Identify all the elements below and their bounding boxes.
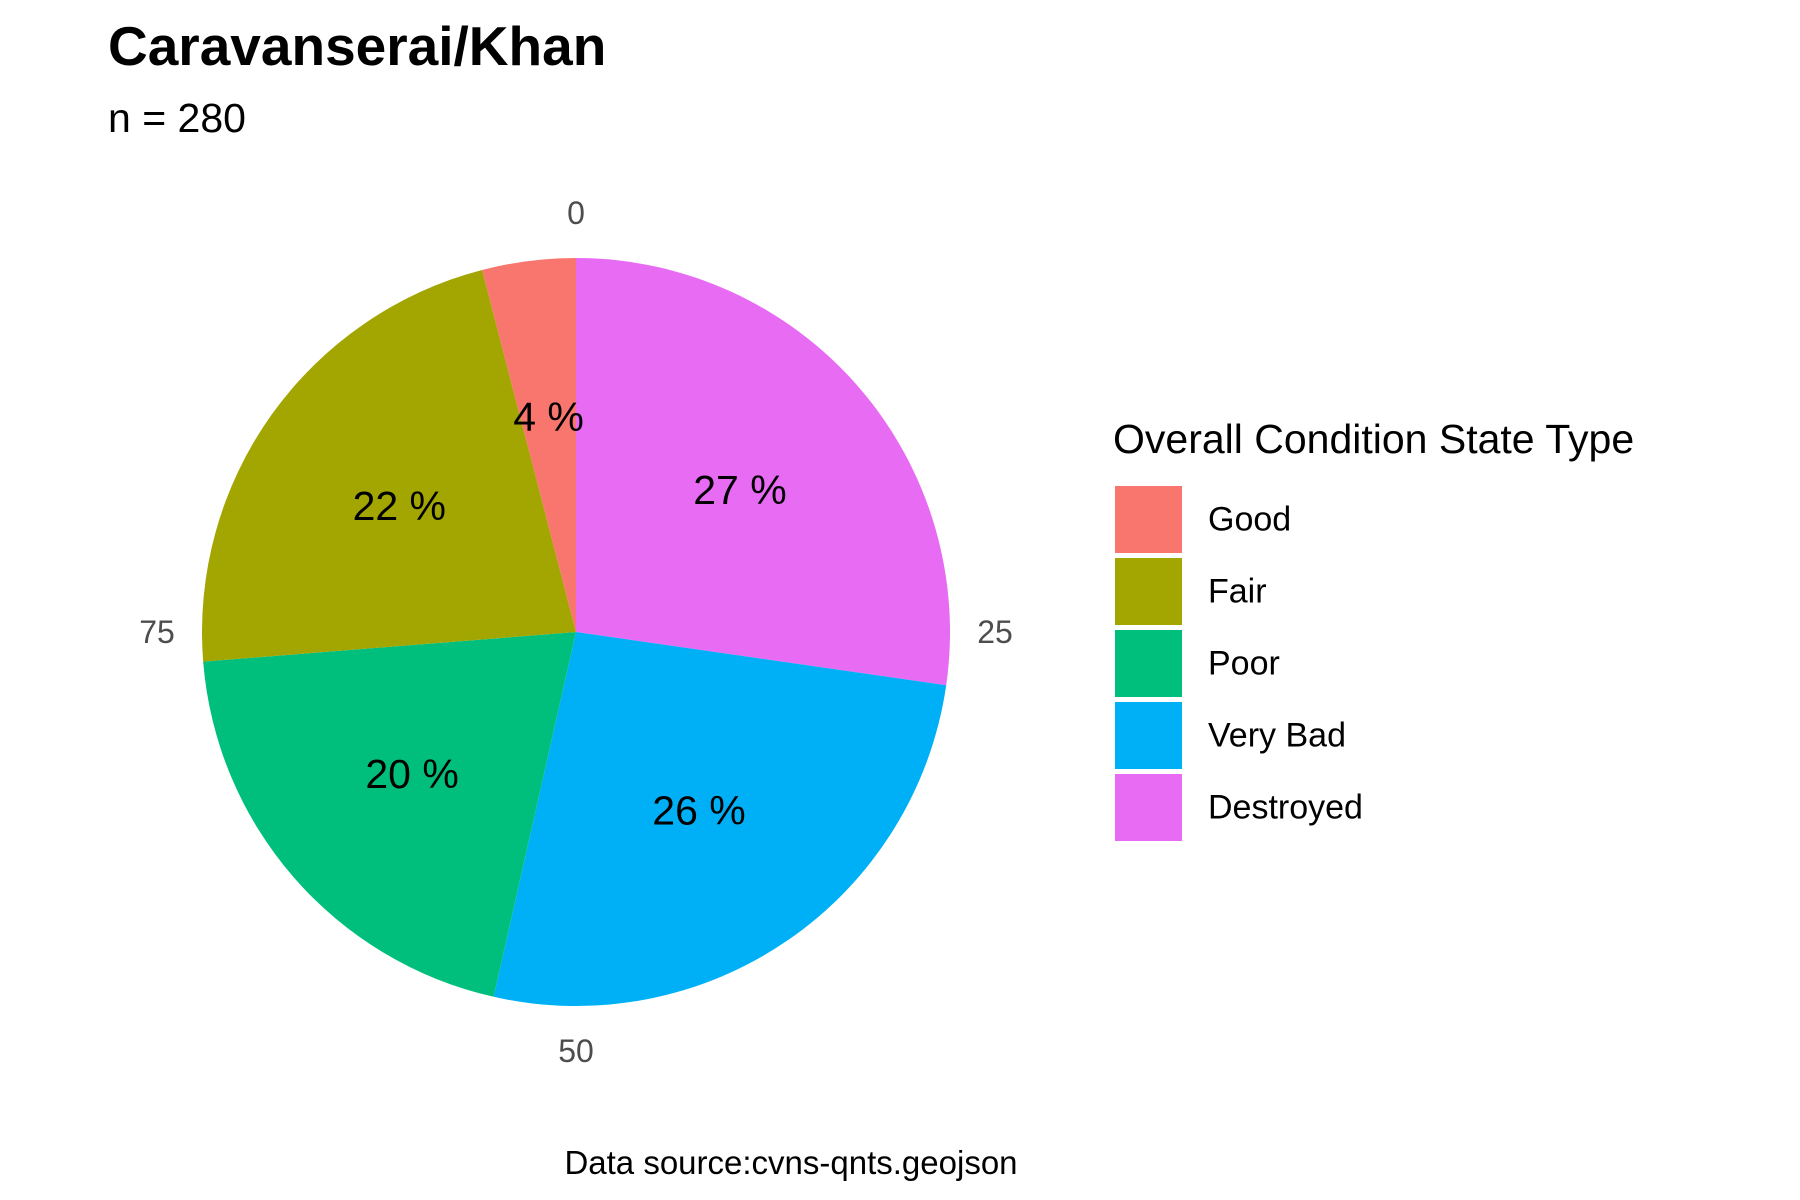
- chart-caption: Data source:cvns-qnts.geojson: [564, 1144, 1017, 1181]
- pie-slice-destroyed: [576, 258, 950, 686]
- chart-title: Caravanserai/Khan: [108, 15, 606, 77]
- legend: Good Fair Poor Very Bad Destroyed: [1115, 486, 1363, 841]
- pie-slice-fair: [202, 269, 577, 662]
- legend-label-good: Good: [1208, 501, 1291, 539]
- pie-slice-very-bad: [493, 632, 947, 1006]
- slice-label-destroyed: 27 %: [693, 467, 786, 513]
- legend-key-good: [1115, 486, 1182, 553]
- chart-subtitle: n = 280: [108, 95, 246, 141]
- slice-label-fair: 22 %: [353, 483, 446, 529]
- legend-label-poor: Poor: [1208, 645, 1280, 683]
- slice-label-very-bad: 26 %: [652, 788, 745, 834]
- legend-label-very-bad: Very Bad: [1208, 717, 1346, 755]
- pie-slice-labels: 27 % 26 % 20 % 22 % 4 %: [353, 394, 787, 834]
- pie-slices: [202, 258, 950, 1006]
- slice-label-good: 4 %: [513, 394, 584, 440]
- legend-title: Overall Condition State Type: [1113, 416, 1634, 462]
- legend-key-destroyed: [1115, 774, 1182, 841]
- slice-label-poor: 20 %: [365, 751, 458, 797]
- axis-tick-0: 0: [567, 195, 585, 231]
- axis-tick-75: 75: [139, 614, 175, 650]
- pie-axis-ticks: 0 25 50 75: [139, 195, 1013, 1069]
- legend-label-fair: Fair: [1208, 573, 1267, 611]
- axis-tick-50: 50: [558, 1033, 594, 1069]
- pie-slice-good: [482, 258, 576, 632]
- pie-slice-poor: [203, 632, 576, 997]
- legend-key-poor: [1115, 630, 1182, 697]
- legend-key-fair: [1115, 558, 1182, 625]
- legend-label-destroyed: Destroyed: [1208, 789, 1363, 827]
- axis-tick-25: 25: [977, 614, 1013, 650]
- legend-key-very-bad: [1115, 702, 1182, 769]
